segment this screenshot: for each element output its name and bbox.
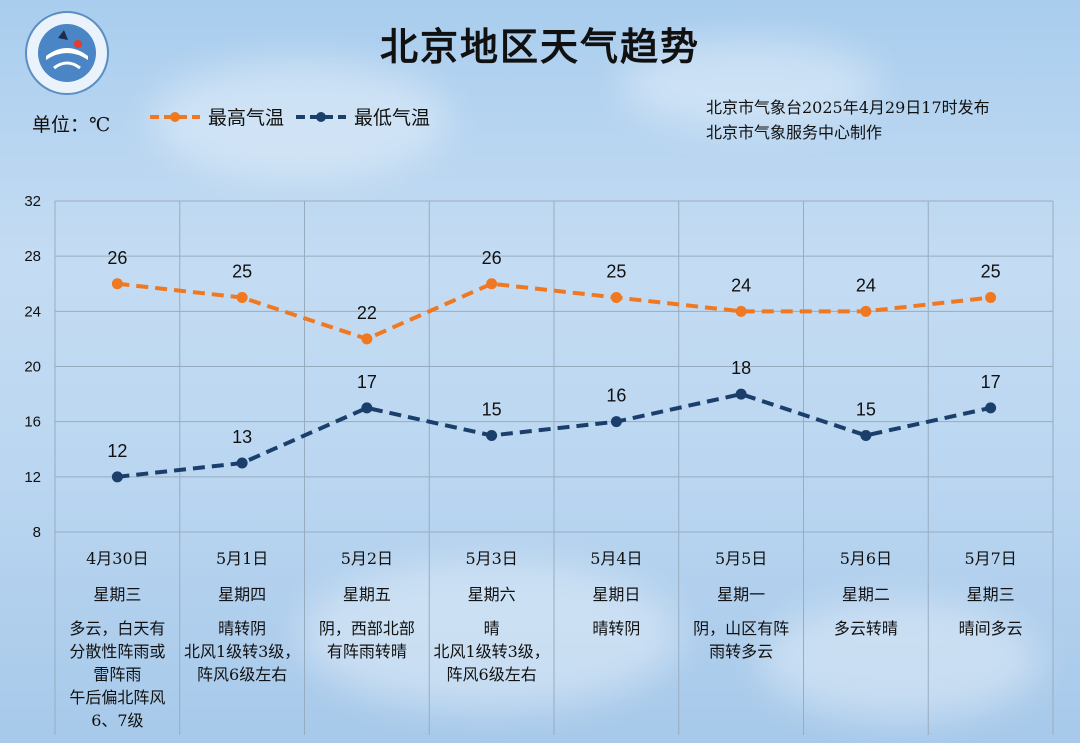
weather-description-line: 北风1级转3级， (183, 642, 301, 661)
legend-line-high-icon (150, 111, 200, 122)
weather-description: 阴，山区有阵 雨转多云 (679, 617, 804, 663)
y-tick-label: 24 (24, 303, 41, 320)
data-point (236, 457, 248, 469)
chart-title: 北京地区天气趋势 (379, 24, 700, 69)
weather-description: 晴转阴 (554, 617, 679, 640)
weather-description: 多云转晴 (804, 617, 929, 640)
weather-description-line: 北风1级转3级， (433, 642, 550, 661)
weekday-label: 星期六 (467, 585, 516, 604)
date-label: 5月2日 (340, 549, 394, 568)
weather-description-line: 阴，山区有阵 (693, 619, 790, 638)
data-point (860, 429, 872, 441)
y-tick-label: 32 (24, 193, 41, 210)
publisher-info: 北京市气象台2025年4月29日17时发布 北京市气象服务中心制作 (706, 95, 990, 145)
data-point (735, 388, 747, 400)
data-label: 17 (357, 372, 377, 392)
y-tick-label: 20 (24, 359, 41, 376)
legend-label-high: 最高气温 (208, 107, 285, 129)
data-label: 22 (357, 303, 377, 323)
data-point (111, 278, 123, 290)
data-label: 15 (482, 399, 502, 419)
legend-line-low-icon (296, 111, 346, 122)
weather-description: 多云，白天有 分散性阵雨或 雷阵雨午后偏北阵风 6、7级 (55, 617, 180, 732)
unit-label: 单位：℃ (32, 114, 111, 136)
series-line-low (117, 392, 992, 479)
weather-description-line: 6、7级 (91, 711, 144, 730)
data-label: 26 (107, 248, 127, 268)
weather-description-line: 阵风6级左右 (197, 665, 288, 684)
data-point (985, 402, 997, 414)
data-point (236, 292, 248, 304)
data-point (860, 305, 872, 317)
legend-item-high: 最高气温 (148, 103, 284, 130)
data-point (361, 333, 373, 345)
publisher-line-1: 北京市气象台2025年4月29日17时发布 (706, 98, 990, 117)
date-label: 5月6日 (839, 549, 893, 568)
meteorological-service-logo (25, 11, 109, 95)
data-label: 25 (606, 262, 626, 282)
data-label: 18 (731, 358, 751, 378)
date-label: 5月4日 (590, 549, 643, 568)
weekday-label: 星期三 (966, 585, 1015, 604)
weather-description-line: 晴转阴 (592, 619, 641, 638)
weather-description-line: 多云，白天有 (69, 619, 166, 638)
data-label: 25 (981, 262, 1001, 282)
y-tick-label: 16 (24, 414, 41, 431)
weather-description-line: 雷阵雨 (93, 665, 142, 684)
data-label: 24 (731, 275, 751, 295)
date-label: 5月3日 (465, 549, 518, 568)
weather-description-line: 有阵雨转晴 (326, 642, 407, 661)
weekday-label: 星期三 (93, 585, 142, 604)
data-point (735, 305, 747, 317)
date-label: 4月30日 (86, 549, 149, 568)
weekday-label: 星期日 (592, 585, 641, 604)
weather-description: 阴，西部北部 有阵雨转晴 (305, 617, 430, 663)
weather-description-line: 阵风6级左右 (446, 665, 537, 684)
weekday-label: 星期五 (342, 585, 391, 604)
series-line-high (117, 281, 991, 342)
weather-description-line: 午后偏北阵风 (69, 688, 166, 707)
data-point (610, 292, 622, 304)
data-point (486, 278, 498, 290)
weather-description-line: 晴间多云 (958, 619, 1023, 638)
data-point (361, 402, 373, 414)
data-label: 17 (981, 372, 1001, 392)
data-label: 16 (606, 386, 626, 406)
weather-description: 晴间多云 (928, 617, 1053, 640)
data-label: 25 (232, 262, 252, 282)
weather-description-line: 多云转晴 (833, 619, 898, 638)
weather-description-line: 雨转多云 (709, 642, 774, 661)
data-label: 26 (482, 248, 502, 268)
date-label: 5月1日 (215, 549, 269, 568)
data-point (486, 429, 498, 441)
data-point (111, 471, 123, 483)
data-label: 15 (856, 399, 876, 419)
weekday-label: 星期一 (717, 585, 766, 604)
y-tick-label: 28 (24, 248, 41, 265)
data-point (610, 416, 622, 428)
weekday-label: 星期四 (218, 585, 267, 604)
publisher-line-2: 北京市气象服务中心制作 (706, 123, 883, 142)
weather-description-line: 晴转阴 (218, 619, 267, 638)
y-tick-label: 8 (33, 524, 41, 541)
data-label: 12 (107, 441, 127, 461)
weekday-label: 星期二 (841, 585, 890, 604)
date-label: 5月5日 (714, 549, 768, 568)
weather-description-line: 分散性阵雨或 (69, 642, 166, 661)
weather-description: 晴转阴北风1级转3级， 阵风6级左右 (180, 617, 305, 686)
weather-description: 晴北风1级转3级， 阵风6级左右 (429, 617, 554, 686)
date-label: 5月7日 (964, 549, 1017, 568)
weather-description-line: 晴 (483, 619, 500, 638)
data-label: 24 (856, 275, 876, 295)
data-point (985, 292, 997, 304)
data-label: 13 (232, 427, 252, 447)
legend-item-low: 最低气温 (294, 103, 430, 130)
legend-label-low: 最低气温 (354, 107, 431, 129)
weather-description-line: 阴，西部北部 (318, 619, 415, 638)
y-tick-label: 12 (24, 469, 41, 486)
